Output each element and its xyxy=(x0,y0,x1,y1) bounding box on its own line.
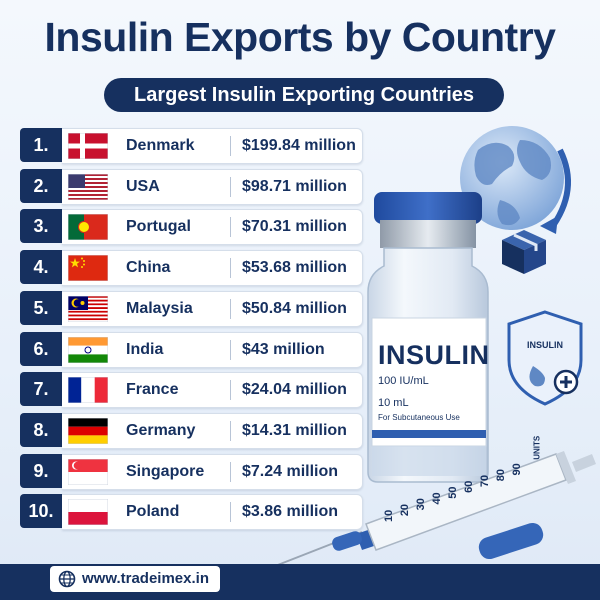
row-card: Denmark $199.84 million xyxy=(62,128,363,164)
singapore-flag xyxy=(67,458,109,485)
row-card: USA $98.71 million xyxy=(62,168,363,205)
country-name: Germany xyxy=(126,421,196,439)
row-card: Poland $3.86 million xyxy=(62,494,363,531)
column-divider xyxy=(230,502,231,523)
column-divider xyxy=(230,217,231,238)
syringe-scale-label: 40 xyxy=(431,492,443,504)
row-card: Singapore $7.24 million xyxy=(62,453,363,490)
vial-label: INSULIN 100 IU/mL 10 mL For Subcutaneous… xyxy=(378,340,490,422)
row-card: China $53.68 million xyxy=(62,250,363,287)
syringe-scale-label: 70 xyxy=(479,475,491,487)
package-icon xyxy=(502,230,546,274)
syringe xyxy=(269,451,596,569)
syringe-scale-label: 10 xyxy=(383,510,395,522)
syringe-scale-label: 90 xyxy=(511,463,523,475)
rank-number: 2. xyxy=(20,168,62,203)
vial-insulin-text: INSULIN xyxy=(378,340,490,370)
column-divider xyxy=(230,380,231,401)
syringe-scale-label: 20 xyxy=(399,504,411,516)
country-name: Poland xyxy=(126,503,180,521)
row-card: Germany $14.31 million xyxy=(62,412,363,449)
export-value: $3.86 million xyxy=(242,503,339,521)
rank-number: 9. xyxy=(20,453,62,488)
country-name: India xyxy=(126,340,164,358)
table-row: 9. Singapore $7.24 million xyxy=(20,453,364,490)
export-value: $43 million xyxy=(242,340,325,358)
rank-number: 6. xyxy=(20,331,62,366)
table-row: 8. Germany $14.31 million xyxy=(20,412,364,449)
table-row: 1. Denmark $199.84 million xyxy=(20,128,364,164)
row-card: Malaysia $50.84 million xyxy=(62,290,363,327)
export-value: $24.04 million xyxy=(242,381,347,399)
footer-website-text[interactable]: www.tradeimex.in xyxy=(82,570,209,587)
country-name: USA xyxy=(126,177,160,195)
france-flag xyxy=(67,376,109,404)
table-row: 6. India $43 million xyxy=(20,331,364,368)
china-flag xyxy=(67,254,109,282)
column-divider xyxy=(230,258,231,279)
portugal-flag xyxy=(67,213,109,241)
vial-usage-text: For Subcutaneous Use xyxy=(378,413,460,422)
rank-number: 1. xyxy=(20,128,62,162)
column-divider xyxy=(230,420,231,441)
vial-volume-text: 10 mL xyxy=(378,397,409,409)
export-value: $50.84 million xyxy=(242,299,347,317)
country-name: Denmark xyxy=(126,137,195,154)
footer-website-pill[interactable]: www.tradeimex.in xyxy=(50,566,220,592)
shield-icon xyxy=(507,310,583,406)
export-value: $14.31 million xyxy=(242,421,347,439)
syringe-scale-label: 30 xyxy=(415,498,427,510)
country-name: Singapore xyxy=(126,462,205,480)
table-row: 10. Poland $3.86 million xyxy=(20,494,364,531)
syringe-scale-label: 80 xyxy=(495,469,507,481)
export-value: $7.24 million xyxy=(242,462,339,480)
export-value: $53.68 million xyxy=(242,259,347,277)
row-card: India $43 million xyxy=(62,331,363,368)
column-divider xyxy=(230,339,231,360)
subtitle-text: Largest Insulin Exporting Countries xyxy=(133,84,475,106)
rank-number: 5. xyxy=(20,290,62,325)
denmark-flag xyxy=(67,132,109,160)
rank-number: 3. xyxy=(20,209,62,244)
export-value: $199.84 million xyxy=(242,137,356,154)
table-row: 2. USA $98.71 million xyxy=(20,168,364,205)
table-row: 5. Malaysia $50.84 million xyxy=(20,290,364,327)
page-title: Insulin Exports by Country xyxy=(44,14,556,60)
country-name: France xyxy=(126,381,179,399)
rank-number: 4. xyxy=(20,250,62,285)
syringe-brand-label: UNITS xyxy=(533,435,542,460)
vial-concentration-text: 100 IU/mL xyxy=(378,375,429,387)
table-row: 7. France $24.04 million xyxy=(20,372,364,409)
poland-flag xyxy=(67,498,109,526)
table-row: 3. Portugal $70.31 million xyxy=(20,209,364,246)
country-name: Malaysia xyxy=(126,299,193,317)
row-card: France $24.04 million xyxy=(62,372,363,409)
column-divider xyxy=(230,298,231,319)
row-card: Portugal $70.31 million xyxy=(62,209,363,246)
insulin-vial xyxy=(367,192,489,483)
globe-icon xyxy=(460,126,571,234)
syringe-scale-label: 50 xyxy=(447,486,459,498)
country-name: China xyxy=(126,259,171,277)
syringe-scale-label: 60 xyxy=(463,481,475,493)
shield-label: INSULIN xyxy=(527,340,563,350)
usa-flag xyxy=(67,173,109,201)
table-row: 4. China $53.68 million xyxy=(20,250,364,287)
column-divider xyxy=(230,461,231,482)
web-globe-icon xyxy=(58,570,76,588)
malaysia-flag xyxy=(67,295,109,323)
subtitle-banner: Largest Insulin Exporting Countries xyxy=(104,78,504,112)
rank-number: 8. xyxy=(20,412,62,447)
export-value: $70.31 million xyxy=(242,218,347,236)
rank-number: 7. xyxy=(20,372,62,407)
column-divider xyxy=(230,136,231,156)
country-name: Portugal xyxy=(126,218,191,236)
column-divider xyxy=(230,176,231,197)
export-value: $98.71 million xyxy=(242,177,347,195)
rank-number: 10. xyxy=(20,494,62,529)
